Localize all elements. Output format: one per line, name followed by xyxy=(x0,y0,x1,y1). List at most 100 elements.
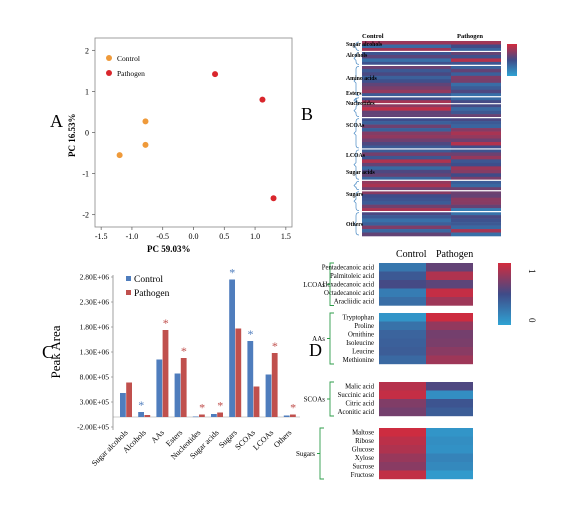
heatmap-cell xyxy=(426,470,473,480)
heatmap-cell xyxy=(362,72,451,77)
heatmap-cell xyxy=(451,110,501,115)
heatmap-cells xyxy=(362,41,501,237)
heatmap-cell xyxy=(362,169,451,174)
heatmap-cell xyxy=(362,121,451,125)
heatmap-cell xyxy=(362,93,451,98)
heatmap-cell xyxy=(451,61,501,66)
heatmap-cell xyxy=(362,180,451,185)
heatmap-cell xyxy=(362,166,451,171)
group-label: Sugars xyxy=(296,450,315,458)
heatmap-cell xyxy=(362,68,451,73)
group-bracket xyxy=(353,212,360,236)
heatmap-row-label: Leucine xyxy=(352,349,374,356)
bar-control xyxy=(229,279,235,417)
heatmap-cell xyxy=(451,114,501,118)
heatmap-cell xyxy=(362,107,451,111)
heatmap-cell xyxy=(379,436,426,446)
bar-legend: Control Pathogen xyxy=(126,275,170,299)
heatmap-row-label: Aracliidic acid xyxy=(334,299,375,306)
heatmap-cell xyxy=(451,44,501,49)
heatmap-cell xyxy=(451,187,501,192)
heatmap-cell xyxy=(451,197,501,202)
group-label: Amino acids xyxy=(346,76,378,82)
heatmap-cell xyxy=(362,162,451,167)
heatmap-cell xyxy=(362,117,451,122)
heatmap-cell xyxy=(362,197,451,202)
bar-pathogen xyxy=(290,414,296,417)
heatmap-cell xyxy=(362,204,451,209)
heatmap-cell xyxy=(426,330,473,339)
legend-marker-pathogen xyxy=(106,70,112,76)
group-label: LCOAs xyxy=(346,153,366,159)
legend-label: Control xyxy=(134,275,163,285)
panel-label-c: C xyxy=(42,342,54,362)
heatmap-cell xyxy=(451,180,501,185)
panel-label-b: B xyxy=(301,104,313,124)
group-bracket xyxy=(353,149,360,180)
group-bracket xyxy=(353,66,360,97)
heatmap-cell xyxy=(362,208,451,212)
heatmap-cell xyxy=(426,399,473,408)
heatmap-cell xyxy=(451,222,501,226)
heatmap-cell xyxy=(379,271,426,281)
heatmap-cell xyxy=(362,138,451,143)
group-label: Others xyxy=(346,222,364,228)
category-label: LCOAs xyxy=(251,428,275,452)
heatmap-cell xyxy=(362,54,451,59)
heatmap-cell xyxy=(379,428,426,437)
scatter-points xyxy=(116,71,277,202)
heatmap-cell xyxy=(426,436,473,446)
heatmap-cell xyxy=(362,44,451,49)
heatmap-cell xyxy=(362,218,451,223)
heatmap-cell xyxy=(362,89,451,94)
heatmap-row-label: Fructose xyxy=(351,472,374,479)
y-axis-label: PC 16.53% xyxy=(67,114,77,158)
heatmap-cell xyxy=(451,68,501,73)
scatter-point-control xyxy=(142,118,149,125)
heatmap-cell xyxy=(379,263,426,272)
heatmap-cell xyxy=(451,232,501,237)
heatmap-cell xyxy=(362,190,451,195)
x-tick-label: 1.5 xyxy=(281,232,291,241)
heatmap-cell xyxy=(451,51,501,56)
bar-control xyxy=(283,415,290,417)
heatmap-cell xyxy=(451,131,501,136)
y-tick-label: 2.80E+06 xyxy=(80,273,110,282)
heatmap-cell xyxy=(379,338,426,348)
scatter-legend: Control Pathogen xyxy=(106,54,145,78)
heatmap-cell xyxy=(362,229,451,233)
y-tick-label: 2 xyxy=(85,46,89,55)
heatmap-cell xyxy=(426,382,473,391)
bar-pathogen xyxy=(162,330,169,417)
group-label: Sugar alcohols xyxy=(346,42,383,48)
heatmap-cell xyxy=(451,225,501,230)
heatmap-cell xyxy=(379,347,426,356)
heatmap-cell xyxy=(451,201,501,205)
heatmap-cell xyxy=(451,148,501,153)
heatmap-cell xyxy=(451,159,501,164)
group-bracket xyxy=(353,191,360,211)
heatmap-cells xyxy=(379,263,473,480)
heatmap-cell xyxy=(362,187,451,192)
y-tick-label: -2 xyxy=(82,211,89,220)
heatmap-cell xyxy=(362,135,451,139)
group-label: AAs xyxy=(312,335,325,343)
heatmap-cell xyxy=(362,82,451,87)
x-tick-label: -1.0 xyxy=(126,232,139,241)
heatmap-cell xyxy=(451,82,501,87)
y-tick-label: 8.00E+05 xyxy=(80,373,110,382)
heatmap-cell xyxy=(362,155,451,160)
heatmap-group-labels: Sugar alcohols Alcohols Amino acids Esters N… xyxy=(346,41,383,236)
scatter-point-control xyxy=(116,152,123,159)
heatmap-cell xyxy=(451,89,501,94)
heatmap-cell xyxy=(451,128,501,132)
heatmap-cell xyxy=(362,79,451,84)
heatmap-cell xyxy=(451,152,501,157)
heatmap-cell xyxy=(451,96,501,101)
heatmap-cell xyxy=(362,183,451,188)
heatmap-row-label: Octadecanoic acid xyxy=(324,290,375,297)
heatmap-cell xyxy=(426,355,473,365)
significance-marker: * xyxy=(229,266,235,280)
heatmap-row-label: Xylose xyxy=(355,455,374,462)
heatmap-row-label: Hexadecanoic acid xyxy=(322,282,374,289)
